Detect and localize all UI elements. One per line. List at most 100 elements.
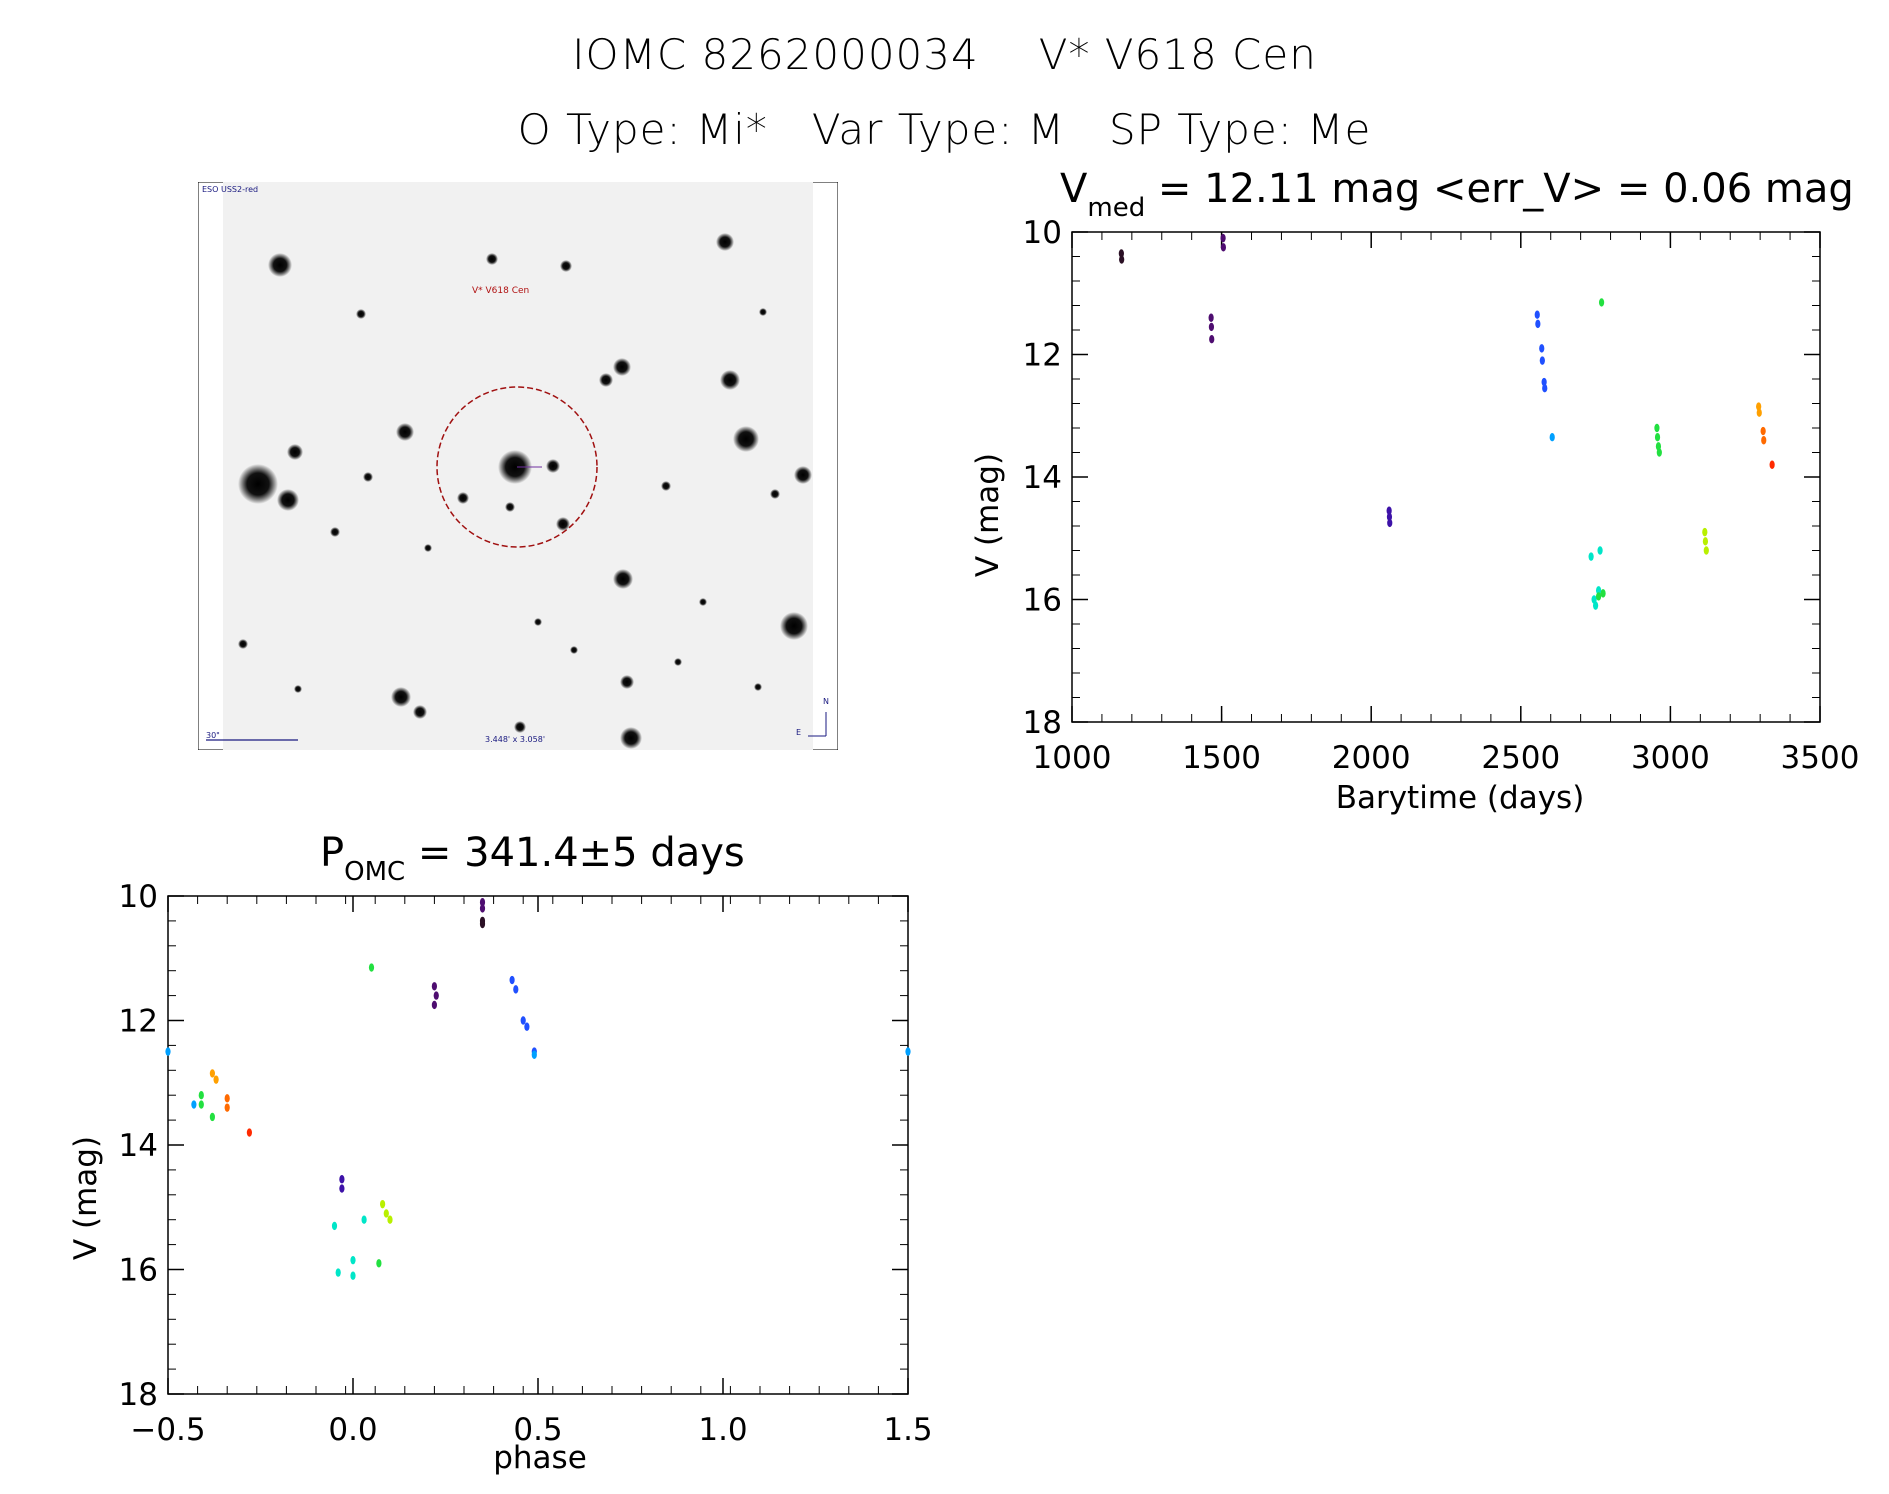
chart1-x-tick-label: 1.0 <box>698 1412 747 1448</box>
chart1-data-point <box>376 1259 382 1268</box>
chart0-data-point <box>1588 552 1594 561</box>
chart1-data-point <box>520 1016 526 1025</box>
chart0-title: Vmed = 12.11 mag <err_V> = 0.06 mag <box>1060 166 1854 223</box>
chart0-x-tick-label: 1500 <box>1182 740 1261 776</box>
chart0-data-point <box>1600 589 1606 598</box>
chart0-data-point <box>1598 298 1605 307</box>
chart1-x-tick-label: −0.5 <box>130 1412 205 1448</box>
chart1-data-point <box>191 1100 197 1109</box>
finder-chart: ESO USS2-red V* V618 Cen 30" 3.448' x 3.… <box>198 182 838 750</box>
chart1-data-point <box>198 1091 204 1100</box>
chart1-xlabel: phase <box>493 1440 587 1476</box>
chart1-data-point <box>198 1100 204 1109</box>
chart0-data-point <box>1220 233 1226 243</box>
target-label: V* V618 Cen <box>472 286 529 296</box>
chart0-x-tick-label: 1000 <box>1033 740 1112 776</box>
chart1-title: POMC = 341.4±5 days <box>320 830 745 887</box>
chart0-data-point <box>1702 527 1708 537</box>
chart1-title-rest: = 341.4±5 days <box>405 830 745 876</box>
chart1-data-point <box>339 1175 345 1184</box>
chart1-data-point <box>224 1103 230 1112</box>
chart1-data-point <box>524 1022 530 1031</box>
chart0-data-point <box>1549 432 1555 442</box>
chart1-data-point <box>224 1094 230 1103</box>
scale-label: 30" <box>206 731 220 740</box>
chart0-x-tick-label: 3500 <box>1781 740 1860 776</box>
chart0-y-tick-label: 10 <box>1023 215 1062 251</box>
chart0-xlabel: Barytime (days) <box>1336 780 1585 816</box>
chart1-data-point <box>213 1075 219 1084</box>
chart1-data-point <box>509 975 515 985</box>
compass-east: E <box>796 728 801 737</box>
target-aperture <box>436 386 598 548</box>
chart1-data-point <box>165 1047 171 1056</box>
phased-light-curve-chart: POMC = 341.4±5 days phase V (mag) −0.5 0.… <box>68 830 933 1476</box>
chart1-ylabel: V (mag) <box>68 1136 104 1260</box>
chart1-data-point <box>433 991 439 1000</box>
chart1-data-point <box>350 1271 356 1280</box>
chart0-y-tick-label: 14 <box>1023 460 1062 496</box>
chart0-data-point <box>1703 546 1709 555</box>
chart0-data-point <box>1654 432 1661 442</box>
chart1-title-main: P <box>320 830 344 876</box>
chart1-x-tick-label: 0.5 <box>513 1412 562 1448</box>
chart0-data-point <box>1534 310 1540 319</box>
chart1-data-point <box>339 1184 345 1193</box>
chart0-data-point <box>1593 601 1599 610</box>
chart0-data-point <box>1119 255 1125 264</box>
chart1-data-point <box>431 982 437 991</box>
chart0-data-point <box>1654 423 1660 433</box>
chart1-data-point <box>368 963 375 972</box>
chart0-data-point <box>1760 426 1766 436</box>
chart1-x-tick-label: 1.5 <box>883 1412 932 1448</box>
chart1-data-point <box>513 985 519 994</box>
chart1-data-point <box>246 1128 252 1137</box>
chart1-data-point <box>383 1209 389 1218</box>
chart0-data-point <box>1535 319 1541 329</box>
chart1-data-point <box>531 1050 537 1059</box>
compass-north: N <box>823 697 829 706</box>
chart0-x-tick-label: 3000 <box>1631 740 1710 776</box>
chart0-data-point <box>1209 334 1215 344</box>
chart0-data-point <box>1118 249 1124 258</box>
chart0-title-rest: = 12.11 mag <err_V> = 0.06 mag <box>1145 166 1854 212</box>
chart1-x-tick-label: 0.0 <box>328 1412 377 1448</box>
chart0-data-point <box>1386 506 1392 515</box>
sp-type: SP Type: Me <box>1108 105 1372 154</box>
chart1-title-sub: OMC <box>344 857 405 887</box>
chart1-data-point <box>479 904 486 913</box>
chart0-data-point <box>1208 313 1214 322</box>
compass <box>808 712 827 737</box>
chart1-y-tick-label: 16 <box>119 1253 158 1289</box>
chart1-data-point <box>479 919 486 929</box>
chart1-y-tick-label: 14 <box>119 1128 158 1164</box>
chart0-data-point <box>1208 322 1215 332</box>
star-name: V* V618 Cen <box>1038 30 1317 79</box>
chart0-data-point <box>1542 383 1548 393</box>
chart1-data-point <box>361 1215 367 1224</box>
chart0-data-point <box>1386 512 1393 522</box>
chart0-data-point <box>1769 460 1775 469</box>
chart1-data-point <box>350 1255 356 1265</box>
o-type: O Type: Mi* <box>517 105 768 154</box>
light-curve-chart: Vmed = 12.11 mag <err_V> = 0.06 mag Bary… <box>970 166 1860 816</box>
chart1-data-point <box>380 1199 386 1209</box>
chart0-x-tick-label: 2000 <box>1332 740 1411 776</box>
chart1-data-point <box>331 1221 338 1231</box>
chart0-frame <box>1071 231 1821 723</box>
chart0-data-point <box>1656 448 1662 457</box>
chart0-y-tick-label: 18 <box>1023 705 1062 741</box>
chart0-data-point <box>1539 356 1545 365</box>
chart0-data-point <box>1595 586 1602 595</box>
chart0-data-point <box>1761 436 1767 445</box>
chart0-ylabel: V (mag) <box>970 453 1006 577</box>
finder-stars <box>238 233 812 749</box>
star-id: IOMC 8262000034 <box>572 30 979 79</box>
chart1-y-tick-label: 10 <box>119 879 158 915</box>
chart0-data-point <box>1702 537 1709 546</box>
chart0-data-point <box>1756 408 1762 417</box>
fov-label: 3.448' x 3.058' <box>485 735 545 744</box>
chart0-title-main: V <box>1060 166 1088 212</box>
chart1-data-point <box>387 1215 393 1224</box>
var-type: Var Type: M <box>811 105 1065 154</box>
